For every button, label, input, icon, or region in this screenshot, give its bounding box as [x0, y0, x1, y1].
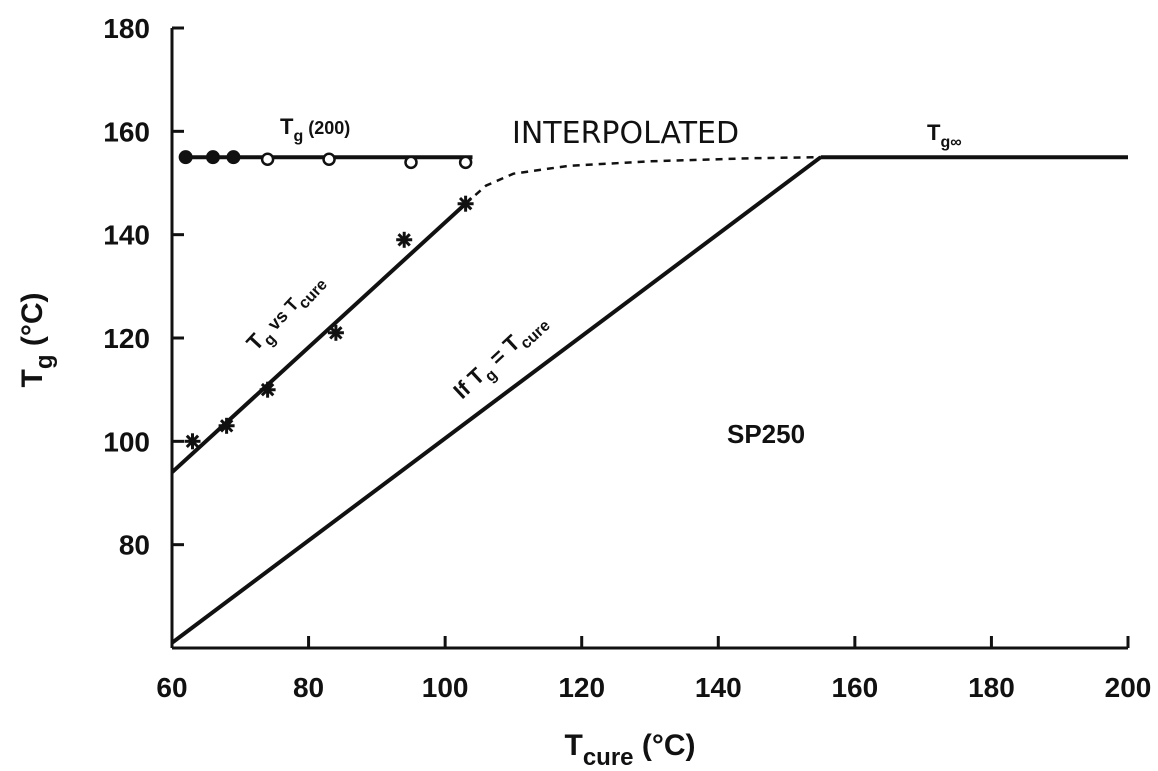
star-point: [327, 324, 344, 341]
y-tick-label: 100: [103, 426, 150, 457]
y-tick-label: 80: [119, 530, 150, 561]
axes: 60 80 100 120 140 160 180 200 80 100 120 140 160 180 T…: [16, 13, 1151, 771]
star-point: [457, 195, 474, 212]
star-stroke: [329, 326, 343, 340]
star-stroke: [397, 233, 411, 247]
annotation-tg-infinity: Tg∞: [927, 120, 962, 151]
annotation-tg200: Tg (200): [280, 114, 350, 145]
x-tick-label: 120: [558, 672, 605, 703]
annotation-if-tg-equals-tcure: If Tg = Tcure: [448, 307, 553, 408]
filled-circle-point: [226, 150, 241, 165]
y-tick-label: 180: [103, 13, 150, 44]
star-point: [218, 417, 235, 434]
y-tick-label: 120: [103, 323, 150, 354]
x-tick-label: 180: [968, 672, 1015, 703]
x-tick-label: 60: [156, 672, 187, 703]
filled-circle-point: [178, 150, 193, 165]
interpolated-dashed-curve: [464, 155, 821, 205]
y-tick-label: 160: [103, 116, 150, 147]
x-tick-label: 200: [1105, 672, 1152, 703]
star-stroke: [260, 382, 275, 397]
open-circle-point: [458, 155, 473, 170]
x-axis-title: Tcure (°C): [564, 729, 695, 771]
x-tick-label: 100: [422, 672, 469, 703]
star-point: [184, 433, 201, 450]
y-axis-title: Tg (°C): [16, 293, 58, 388]
open-circle-point: [322, 152, 336, 166]
series: [170, 155, 1128, 645]
x-tick-label: 140: [695, 672, 742, 703]
y-tick-label: 140: [103, 220, 150, 251]
tg-vs-tcure-line: [170, 202, 467, 474]
annotation-tg-vs-tcure: Tg vs Tcure: [241, 267, 331, 360]
star-point: [259, 381, 276, 398]
open-circle-point: [260, 152, 275, 166]
annotation-interpolated: INTERPOLATED: [512, 116, 739, 151]
markers: [178, 150, 474, 450]
star-stroke: [458, 196, 473, 211]
open-circle-point: [404, 155, 418, 170]
star-point: [396, 231, 413, 248]
star-stroke: [219, 419, 234, 433]
annotation-material: SP250: [727, 419, 805, 449]
x-tick-label: 160: [831, 672, 878, 703]
tg-equals-tcure-line: [170, 155, 822, 645]
filled-circle-point: [205, 150, 220, 165]
x-tick-label: 80: [293, 672, 324, 703]
star-stroke: [185, 434, 200, 449]
